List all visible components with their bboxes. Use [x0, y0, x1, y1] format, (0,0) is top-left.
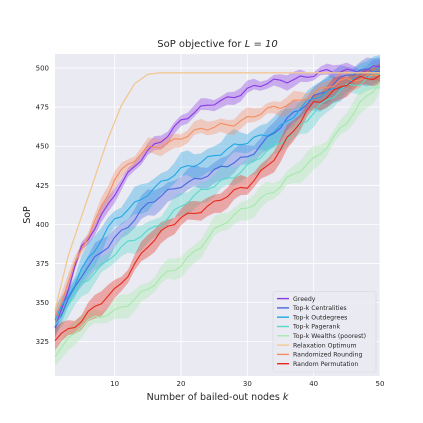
- series-line-top-k-pagerank: [54, 74, 380, 326]
- legend-entry-relaxation-optimum: Relaxation Optimum: [293, 342, 357, 349]
- legend-entry-top-k-wealths-poorest-: Top-k Wealths (poorest): [292, 333, 366, 340]
- x-tick-label: 20: [177, 380, 186, 388]
- series-line-top-k-wealths-poorest-: [54, 81, 381, 358]
- y-tick-label: 375: [36, 260, 49, 268]
- series-line-relaxation-optimum: [54, 72, 380, 311]
- band-top-k-outdegrees: [55, 54, 380, 329]
- legend-entry-top-k-outdegrees: Top-k Outdegrees: [292, 314, 347, 321]
- x-tick-label: 10: [110, 380, 119, 388]
- legend-entry-greedy: Greedy: [293, 296, 316, 303]
- series-lines: [54, 65, 381, 358]
- series-line-random-permutation: [54, 74, 381, 341]
- chart-title: SoP objective for L = 10: [157, 39, 278, 50]
- band-random-permutation: [55, 62, 380, 351]
- grid: [55, 54, 381, 376]
- series-line-top-k-outdegrees: [54, 66, 381, 321]
- x-tick-label: 30: [243, 380, 252, 388]
- y-tick-label: 350: [36, 299, 49, 307]
- tick-labels: 10 20 30 40 50 325 350 375 400 425 450 475 500: [36, 65, 385, 388]
- y-axis-label: SoP: [22, 206, 33, 224]
- y-tick-label: 400: [36, 221, 49, 229]
- x-tick-label: 40: [309, 380, 318, 388]
- legend-box: [272, 291, 377, 373]
- y-tick-label: 500: [36, 65, 49, 73]
- x-axis-label: Number of bailed-out nodes k: [147, 392, 289, 403]
- y-tick-label: 325: [36, 338, 49, 346]
- legend-entry-randomized-rounding: Randomized Rounding: [293, 352, 363, 359]
- legend: Greedy Top-k Centralities Top-k Outdegrees…: [272, 291, 377, 373]
- x-tick-label: 50: [376, 380, 385, 388]
- legend-entry-top-k-pagerank: Top-k Pagerank: [292, 324, 340, 331]
- y-tick-label: 425: [36, 182, 49, 190]
- y-tick-label: 450: [36, 143, 49, 151]
- band-top-k-pagerank: [55, 64, 380, 333]
- series-line-randomized-rounding: [54, 74, 381, 318]
- legend-entry-random-permutation: Random Permutation: [293, 361, 358, 368]
- y-tick-label: 475: [36, 104, 49, 112]
- band-top-k-wealths-poorest-: [55, 75, 380, 366]
- legend-entry-top-k-centralities: Top-k Centralities: [292, 305, 347, 312]
- series-line-greedy: [54, 65, 381, 328]
